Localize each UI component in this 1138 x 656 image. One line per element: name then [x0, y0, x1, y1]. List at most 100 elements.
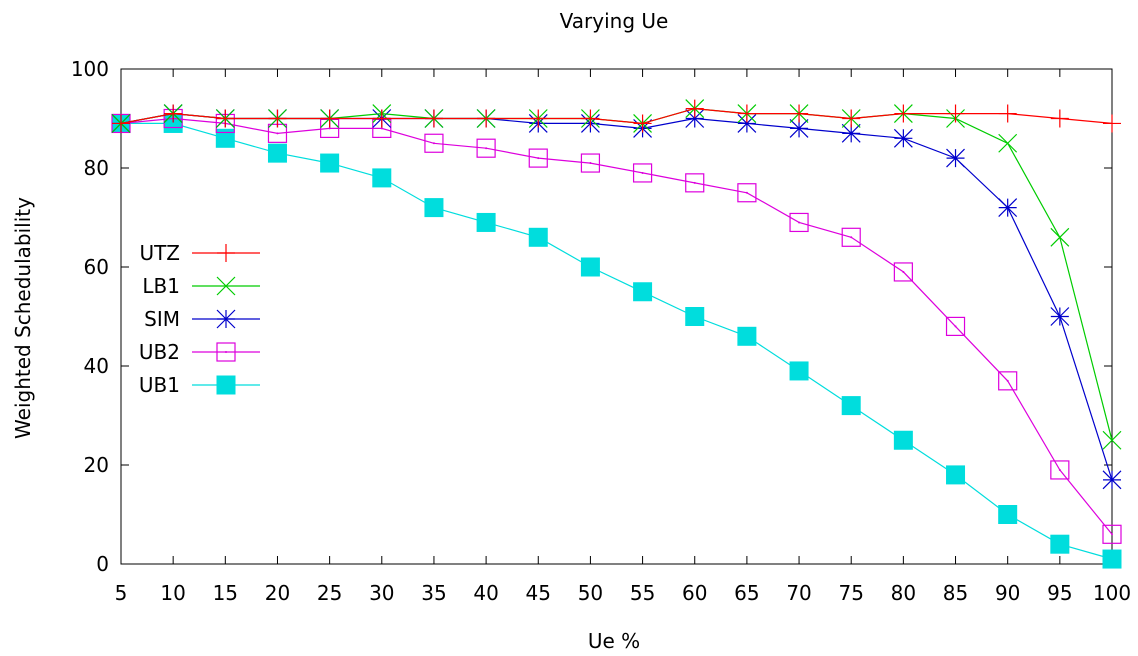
data-point-lb1 [1050, 227, 1070, 247]
data-point-utz [790, 104, 809, 123]
plot-frame [120, 68, 1113, 565]
data-point-utz [894, 104, 913, 123]
data-point-ub2 [424, 133, 444, 153]
x-tick-label: 20 [265, 581, 290, 605]
data-point-sim [998, 198, 1018, 218]
data-point-ub2 [1102, 524, 1122, 544]
data-point-utz [633, 114, 652, 133]
data-point-utz [164, 104, 183, 123]
data-point-utz [424, 109, 443, 128]
x-tick-label: 5 [115, 581, 128, 605]
y-tick-label: 0 [96, 552, 109, 576]
data-point-ub2 [789, 212, 809, 233]
x-tick-label: 15 [213, 581, 238, 605]
x-tick-label: 65 [734, 581, 759, 605]
y-tick-label: 60 [84, 255, 109, 279]
data-point-ub2 [580, 153, 601, 173]
data-point-ub1 [320, 153, 340, 173]
x-tick-label: 55 [630, 581, 655, 605]
data-point-ub1 [476, 212, 496, 232]
y-tick-label: 100 [71, 57, 109, 81]
y-tick-label: 80 [84, 156, 109, 180]
data-point-sim [893, 128, 913, 148]
data-point-utz [216, 109, 235, 128]
legend-label-utz: UTZ [139, 241, 180, 265]
legend-marker-ub1 [216, 375, 236, 395]
y-axis-label: Weighted Schedulability [11, 197, 35, 439]
data-point-utz [842, 109, 861, 128]
data-point-utz [320, 109, 339, 128]
data-point-ub1 [946, 465, 966, 485]
data-point-utz [1103, 114, 1121, 133]
data-point-ub1 [1050, 534, 1070, 554]
legend: UTZ LB1 SIM UB2 UB1 [139, 241, 260, 397]
legend-marker-lb1 [216, 276, 236, 296]
data-point-ub1 [580, 257, 600, 277]
y-tick-label: 20 [84, 453, 109, 477]
x-tick-label: 40 [473, 581, 498, 605]
series-ub2 [111, 108, 1122, 544]
data-point-ub1 [424, 198, 444, 218]
data-point-ub1 [633, 282, 653, 302]
series-utz [112, 99, 1121, 133]
x-tick-label: 50 [578, 581, 603, 605]
data-point-ub1 [685, 307, 705, 326]
data-point-ub1 [215, 128, 235, 148]
data-point-ub1 [1102, 549, 1122, 569]
data-point-utz [946, 104, 965, 123]
data-point-lb1 [1102, 430, 1122, 450]
data-point-utz [372, 109, 391, 128]
x-tick-label: 25 [317, 581, 342, 605]
data-point-utz [268, 109, 287, 128]
x-tick-label: 10 [160, 581, 185, 605]
x-tick-label: 60 [682, 581, 707, 605]
legend-marker-sim [216, 309, 236, 329]
legend-label-ub2: UB2 [139, 340, 180, 364]
x-tick-label: 95 [1047, 581, 1072, 605]
data-point-ub2 [685, 173, 705, 193]
series-ub1 [111, 113, 1122, 569]
data-point-ub1 [841, 396, 861, 416]
data-point-utz [737, 104, 756, 123]
data-point-ub1 [528, 227, 548, 247]
data-point-ub1 [893, 430, 913, 450]
x-tick-label: 75 [838, 581, 863, 605]
data-point-ub2 [476, 138, 496, 158]
x-tick-label: 45 [526, 581, 551, 605]
data-point-ub1 [267, 143, 287, 163]
series-sim [111, 104, 1122, 490]
data-point-sim [1102, 470, 1122, 490]
data-point-utz [998, 104, 1017, 123]
data-point-utz [581, 109, 600, 128]
data-point-ub2 [841, 227, 861, 247]
x-tick-label: 35 [421, 581, 446, 605]
data-point-ub1 [372, 168, 392, 188]
x-tick-label: 85 [943, 581, 968, 605]
data-point-ub2 [1050, 460, 1070, 480]
chart-title: Varying Ue [560, 9, 669, 33]
data-point-utz [112, 114, 130, 133]
x-axis-label: Ue % [588, 629, 640, 653]
legend-label-ub1: UB1 [139, 373, 180, 397]
data-point-ub2 [893, 262, 913, 282]
data-point-sim [685, 109, 705, 128]
data-point-ub1 [789, 361, 809, 381]
data-point-sim [841, 123, 861, 143]
data-point-ub2 [945, 316, 966, 336]
data-point-utz [685, 99, 704, 118]
x-tick-label: 80 [891, 581, 916, 605]
data-point-ub2 [737, 183, 757, 203]
data-point-sim [946, 148, 965, 168]
series-lb1 [111, 99, 1122, 450]
data-point-ub2 [528, 148, 548, 168]
data-point-ub2 [632, 163, 653, 183]
data-point-ub1 [998, 505, 1018, 524]
data-point-lb1 [998, 133, 1018, 153]
data-point-utz [477, 109, 496, 128]
y-tick-label: 40 [84, 354, 109, 378]
legend-marker-utz [217, 244, 235, 262]
x-tick-label: 90 [995, 581, 1020, 605]
x-tick-label: 30 [369, 581, 394, 605]
